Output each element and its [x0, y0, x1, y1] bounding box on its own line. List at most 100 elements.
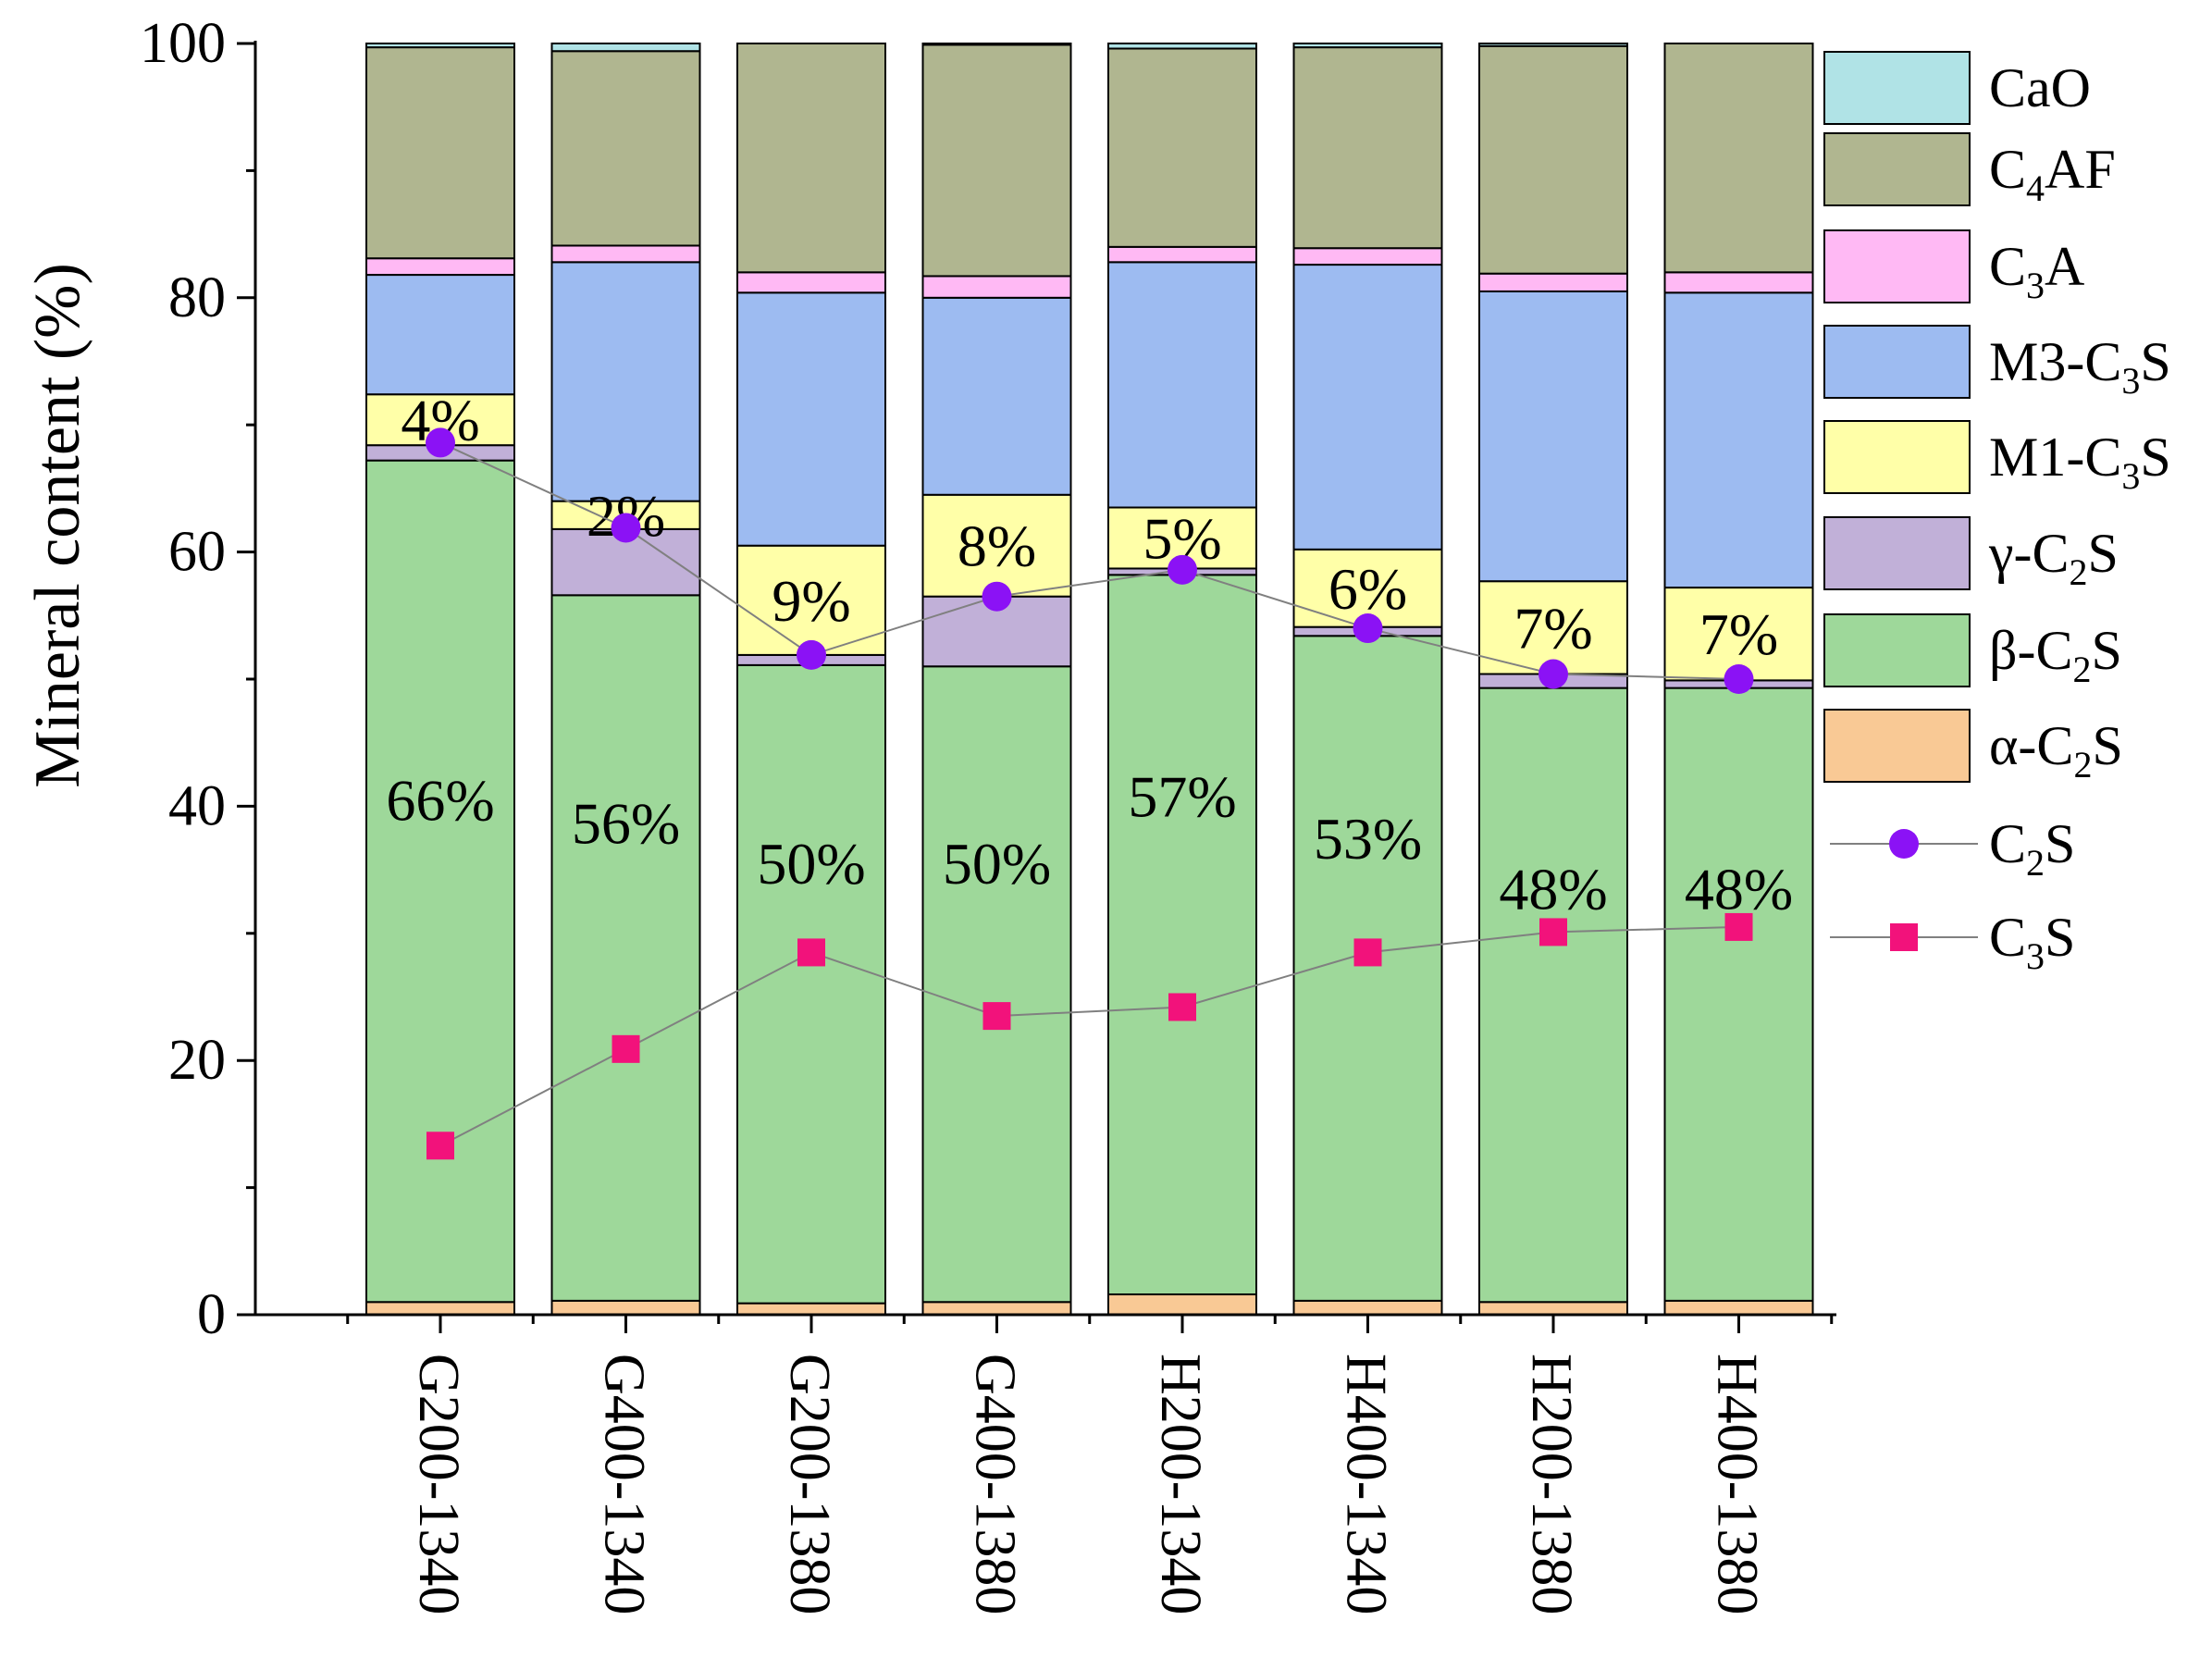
bar-segment-m3-c3s [1107, 261, 1257, 509]
legend-item--c2s: α-C2S [1823, 709, 2123, 786]
c2s-point [797, 639, 826, 670]
bar-stack-h200-1380 [1478, 43, 1628, 1317]
legend-swatch [1823, 51, 1971, 125]
bar-segment--c2s [365, 459, 515, 1304]
legend-item--c2s: γ-C2S [1823, 516, 2119, 593]
c2s-point [1539, 659, 1568, 689]
bar-segment-m3-c3s [736, 291, 886, 547]
bar-segment-m3-c3s [921, 296, 1072, 496]
bar-segment--c2s [1663, 687, 1814, 1302]
c3s-point [426, 1132, 454, 1160]
percentage-labels: 66%4%56%2%50%9%50%8%57%5%53%6%48%7%48%7% [386, 388, 1793, 922]
legend-item-c3a: C3A [1823, 229, 2084, 306]
bar-stack-g200-1380 [736, 43, 886, 1317]
bar-segment--c2s [1292, 1299, 1443, 1316]
x-tick-label: G400-1380 [964, 1354, 1027, 1614]
beta-c2s-percent-label: 50% [943, 831, 1051, 897]
bar-segment-cao [1107, 43, 1257, 50]
legend-item-c2s: C2S [1830, 813, 2075, 884]
legend-swatch [1823, 325, 1971, 399]
beta-c2s-percent-label: 57% [1128, 763, 1236, 829]
line-c3s [439, 925, 1739, 1147]
bar-segment--c2s [550, 1299, 701, 1316]
legend-item-cao: CaO [1823, 51, 2091, 125]
bar-segment-m3-c3s [1663, 291, 1814, 589]
c2s-point [1724, 664, 1754, 694]
legend-swatch [1823, 516, 1971, 590]
bar-segment--c2s [1478, 1301, 1628, 1317]
bar-segment-c3a [550, 244, 701, 264]
bar-stack-g400-1380 [921, 43, 1072, 1317]
x-tick-label: H200-1340 [1149, 1354, 1212, 1614]
x-tick-label: H400-1380 [1706, 1354, 1769, 1614]
beta-c2s-percent-label: 50% [757, 831, 865, 897]
c3s-point [1539, 918, 1567, 946]
legend-item--c2s: β-C2S [1823, 613, 2122, 690]
bar-segment--c2s [1292, 635, 1443, 1302]
bar-segment-cao [1478, 43, 1628, 47]
m1-c3s-percent-label: 8% [958, 513, 1036, 579]
m1-c3s-percent-label: 7% [1699, 601, 1778, 667]
bar-segment--c2s [1107, 1293, 1257, 1316]
bar-segment--c2s [550, 594, 701, 1302]
legend-marker [1890, 923, 1918, 951]
y-tick-label: 40 [168, 774, 226, 837]
bar-segment-m3-c3s [1292, 264, 1443, 550]
c2s-point [1168, 554, 1197, 585]
legend-swatch [1823, 229, 1971, 303]
x-tick-label: G200-1380 [778, 1354, 841, 1614]
beta-c2s-percent-label: 66% [386, 768, 494, 834]
y-tick-label: 60 [168, 521, 226, 584]
bar-stack-h400-1380 [1663, 43, 1814, 1316]
bar-segment-c3a [1478, 272, 1628, 292]
bar-stack-h400-1340 [1292, 43, 1443, 1316]
c3s-point [982, 1002, 1011, 1031]
c3s-point [612, 1034, 640, 1063]
bar-stack-g400-1340 [550, 43, 701, 1316]
line-c2s [439, 441, 1739, 680]
legend-label: C4AF [1989, 139, 2116, 209]
legend-label: C3S [1989, 907, 2075, 977]
legend-label: CaO [1989, 57, 2091, 118]
bar-segment-m3-c3s [1478, 290, 1628, 583]
legend-label: C3A [1989, 236, 2084, 306]
c3s-point [797, 938, 825, 967]
legend: CaO C4AF C3A M3-C3S M1-C3S γ-C2S β-C2S α-C2S C2S… [1823, 51, 2171, 977]
bar-stack-h200-1340 [1107, 43, 1257, 1316]
bar-segment-c4af [1107, 47, 1257, 248]
beta-c2s-percent-label: 53% [1314, 806, 1422, 872]
m1-c3s-percent-label: 6% [1328, 556, 1407, 622]
bar-segment-c3a [1107, 245, 1257, 264]
bar-segment-c3a [736, 271, 886, 294]
y-axis-title: Mineral content (%) [22, 263, 93, 788]
legend-item-c4af: C4AF [1823, 132, 2116, 209]
bar-segment-c3a [1663, 271, 1814, 294]
y-tick-label: 0 [197, 1283, 226, 1346]
x-tick-label: H200-1380 [1520, 1354, 1583, 1614]
bar-segment--c2s [736, 1302, 886, 1317]
legend-swatch [1823, 420, 1971, 494]
m1-c3s-percent-label: 7% [1514, 595, 1592, 661]
bar-segment-c4af [736, 43, 886, 274]
c2s-point [1353, 613, 1383, 644]
bar-segment--c2s [1107, 574, 1257, 1296]
line-series [426, 427, 1754, 1160]
bar-segment--c2s [1478, 687, 1628, 1304]
bar-segment-c3a [365, 257, 515, 277]
bar-segment-c4af [365, 46, 515, 260]
bar-segment-c4af [1292, 46, 1443, 250]
bar-segment--c2s [365, 1301, 515, 1317]
bar-segment-c4af [550, 50, 701, 247]
bar-segment-c3a [921, 275, 1072, 299]
bar-segment-cao [1292, 43, 1443, 49]
bar-stacks [365, 43, 1814, 1317]
x-tick-label: G400-1340 [593, 1354, 656, 1614]
bar-segment-m3-c3s [365, 274, 515, 396]
c2s-point [611, 513, 641, 543]
legend-swatch [1823, 709, 1971, 783]
bar-segment-c4af [921, 43, 1072, 278]
bar-segment-cao [550, 43, 701, 53]
c3s-point [1724, 912, 1753, 941]
bar-segment-cao [921, 43, 1072, 46]
